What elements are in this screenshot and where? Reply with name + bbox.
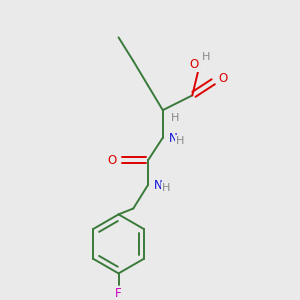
Text: H: H — [176, 136, 185, 146]
Text: H: H — [161, 183, 170, 193]
Text: H: H — [170, 113, 179, 123]
Text: O: O — [190, 58, 199, 71]
Text: O: O — [107, 154, 116, 167]
Text: N: N — [154, 179, 163, 192]
Text: F: F — [115, 286, 122, 300]
Text: N: N — [169, 132, 177, 145]
Text: H: H — [202, 52, 210, 62]
Text: O: O — [218, 72, 227, 85]
